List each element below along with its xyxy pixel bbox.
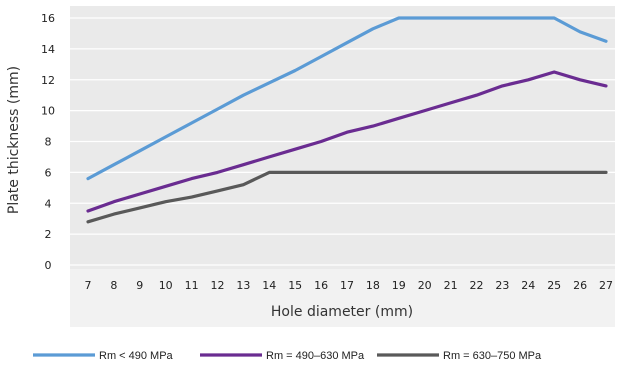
plot-area — [70, 6, 615, 269]
x-tick-label: 14 — [262, 279, 276, 292]
x-tick-label: 20 — [418, 279, 432, 292]
x-tick-label: 7 — [85, 279, 92, 292]
series-lines — [86, 16, 608, 224]
x-tick-label: 16 — [314, 279, 328, 292]
x-tick-label: 11 — [185, 279, 199, 292]
y-tick-label: 6 — [45, 166, 52, 179]
x-tick-label: 21 — [444, 279, 458, 292]
x-axis-label: Hole diameter (mm) — [271, 304, 413, 320]
legend: Rm < 490 MPa Rm = 490–630 MPa Rm = 630–750… — [33, 350, 542, 362]
x-tick-label: 27 — [599, 279, 613, 292]
x-tick-label: 12 — [211, 279, 225, 292]
legend-label: Rm = 630–750 MPa — [443, 350, 542, 362]
y-tick-label: 16 — [41, 12, 55, 25]
x-tick-label: 15 — [288, 279, 302, 292]
series-line-2 — [86, 70, 608, 213]
y-axis-ticks: 0 2 4 6 8 10 12 14 16 — [41, 12, 55, 272]
x-tick-label: 9 — [136, 279, 143, 292]
legend-label: Rm < 490 MPa — [99, 350, 174, 362]
x-tick-label: 24 — [521, 279, 535, 292]
series-line-3 — [86, 170, 608, 224]
y-tick-label: 14 — [41, 43, 55, 56]
x-tick-label: 8 — [110, 279, 117, 292]
x-tick-label: 19 — [392, 279, 406, 292]
y-tick-label: 4 — [45, 197, 52, 210]
x-tick-label: 17 — [340, 279, 354, 292]
series-line-1 — [86, 16, 608, 181]
x-tick-label: 10 — [159, 279, 173, 292]
y-tick-label: 8 — [45, 136, 52, 149]
legend-label: Rm = 490–630 MPa — [266, 350, 365, 362]
y-tick-label: 12 — [41, 74, 55, 87]
x-tick-label: 26 — [573, 279, 587, 292]
y-tick-label: 0 — [45, 259, 52, 272]
x-tick-label: 23 — [495, 279, 509, 292]
x-tick-label: 13 — [236, 279, 250, 292]
x-tick-label: 22 — [470, 279, 484, 292]
y-tick-label: 10 — [41, 105, 55, 118]
y-axis-label: Plate thickness (mm) — [6, 66, 22, 214]
x-axis-band — [70, 269, 615, 327]
y-tick-label: 2 — [45, 228, 52, 241]
x-tick-label: 18 — [366, 279, 380, 292]
x-axis-ticks: 7 8 9 10 11 12 13 14 15 16 17 18 19 20 21 22 23 24 25 26 27 — [85, 279, 614, 292]
x-tick-label: 25 — [547, 279, 561, 292]
